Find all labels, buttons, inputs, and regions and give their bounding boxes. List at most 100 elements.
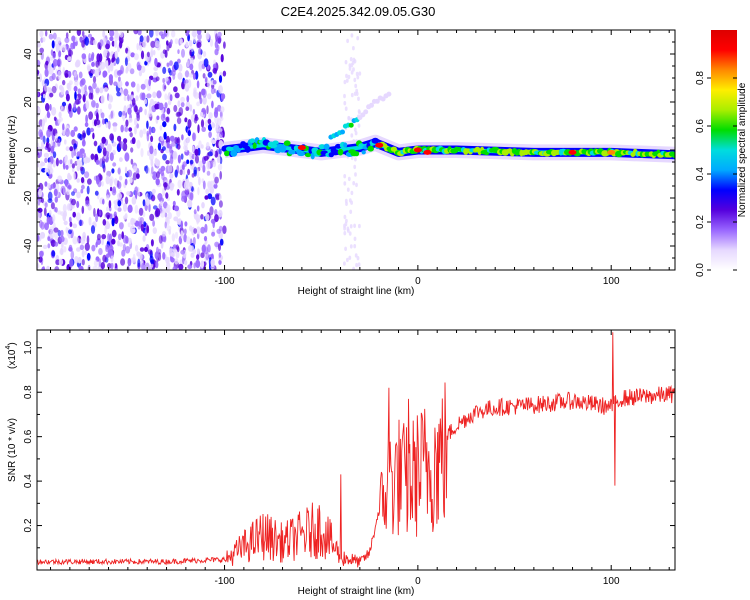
noise-speckle (117, 167, 121, 175)
noise-speckle (49, 103, 52, 111)
noise-speckle (79, 219, 82, 227)
noise-speckle (102, 147, 107, 157)
noise-speckle (58, 159, 63, 165)
noise-speckle (74, 91, 77, 101)
noise-speckle (104, 226, 107, 235)
noise-speckle (132, 172, 137, 181)
noise-speckle (81, 53, 87, 60)
noise-speckle (56, 36, 62, 44)
noise-speckle (84, 171, 90, 179)
noise-speckle (346, 187, 350, 192)
noise-speckle (218, 128, 223, 133)
noise-speckle (72, 211, 76, 218)
noise-speckle (64, 179, 68, 187)
noise-speckle (348, 198, 352, 203)
noise-speckle (72, 236, 78, 245)
colorbar: 0.0 0.2 0.4 0.6 0.8 Normalized spectral ampl… (695, 30, 748, 277)
noise-speckle (69, 109, 73, 118)
noise-speckle (117, 207, 122, 213)
noise-speckle (99, 87, 104, 94)
noise-speckle (64, 139, 67, 145)
noise-speckle (197, 33, 202, 41)
noise-speckle (70, 250, 75, 260)
noise-speckle (159, 124, 163, 131)
noise-speckle (343, 79, 347, 85)
noise-speckle (72, 40, 76, 50)
noise-speckle (163, 182, 168, 188)
noise-speckle (109, 152, 114, 162)
noise-speckle (136, 173, 140, 180)
noise-speckle (213, 183, 218, 189)
noise-speckle (196, 80, 200, 89)
noise-speckle (40, 161, 46, 167)
noise-speckle (140, 223, 144, 232)
noise-speckle (173, 205, 180, 212)
colorbar-label: Normalized spectral amplitude (737, 82, 748, 217)
noise-speckle (54, 241, 59, 247)
snr-multiplier: (x104) (5, 342, 18, 369)
noise-speckle (92, 82, 97, 89)
noise-speckle (177, 154, 181, 164)
noise-speckle (154, 103, 160, 110)
noise-speckle (174, 231, 179, 239)
carrier-blob (249, 138, 256, 144)
noise-speckle (44, 181, 48, 187)
noise-speckle (37, 262, 40, 269)
noise-speckle (354, 157, 357, 162)
noise-speckle (73, 126, 78, 132)
noise-speckle (76, 159, 81, 166)
noise-speckle (210, 196, 216, 206)
noise-speckle (140, 148, 144, 158)
noise-speckle (87, 178, 92, 185)
noise-speckle (195, 155, 199, 164)
noise-speckle (211, 100, 214, 109)
noise-speckle (92, 39, 97, 46)
carrier-blob (328, 152, 334, 158)
noise-speckle (152, 220, 156, 227)
noise-speckle (127, 258, 132, 267)
noise-speckle (173, 61, 179, 71)
noise-speckle (46, 216, 50, 226)
noise-speckle (166, 135, 170, 145)
noise-speckle (40, 141, 45, 150)
noise-speckle (45, 60, 49, 66)
noise-speckle (173, 123, 177, 132)
noise-speckle (352, 57, 356, 62)
noise-speckle (162, 66, 167, 74)
noise-speckle (149, 145, 154, 155)
noise-speckle (127, 169, 133, 178)
noise-speckle (145, 197, 151, 206)
noise-speckle (193, 209, 197, 215)
noise-speckle (111, 168, 115, 174)
noise-speckle (114, 203, 118, 211)
noise-speckle (149, 213, 155, 221)
noise-speckle (171, 30, 176, 38)
noise-speckle (209, 38, 214, 47)
noise-speckle (96, 53, 101, 63)
noise-speckle (352, 181, 356, 186)
noise-speckle (130, 217, 135, 226)
noise-speckle (79, 166, 84, 172)
noise-speckle (42, 244, 48, 250)
y-tick-label: 1.0 (23, 340, 34, 354)
noise-speckle (174, 92, 180, 99)
noise-speckle (129, 132, 133, 138)
noise-speckle (215, 194, 220, 201)
noise-speckle (111, 229, 117, 238)
noise-speckle (146, 120, 149, 129)
noise-speckle (150, 239, 154, 247)
noise-speckle (98, 210, 102, 216)
noise-speckle (37, 212, 41, 219)
noise-speckle (124, 196, 129, 205)
noise-speckle (39, 30, 44, 38)
noise-speckle (67, 204, 73, 210)
noise-speckle (166, 62, 170, 67)
noise-speckle (39, 250, 44, 258)
noise-speckle (102, 198, 105, 205)
noise-speckle (91, 244, 96, 252)
noise-speckle (54, 133, 58, 142)
noise-speckle (167, 164, 173, 173)
noise-speckle (96, 112, 99, 121)
noise-speckle (44, 202, 48, 208)
noise-speckle (186, 60, 190, 67)
